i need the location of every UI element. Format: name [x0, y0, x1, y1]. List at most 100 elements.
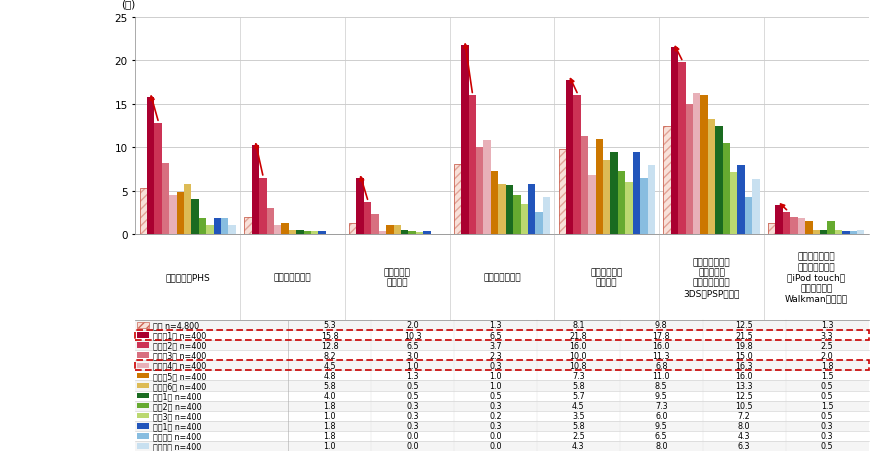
Text: 4.5: 4.5: [323, 361, 336, 370]
Bar: [835, 230, 842, 235]
Text: 8.1: 8.1: [572, 321, 585, 330]
Bar: [135, 371, 869, 381]
Text: 0.5: 0.5: [821, 381, 834, 390]
Bar: [498, 184, 505, 235]
Text: 1.3: 1.3: [821, 321, 834, 330]
Text: 4.3: 4.3: [572, 442, 585, 451]
Bar: [147, 98, 155, 235]
Text: 高校３年 n=400: 高校３年 n=400: [153, 442, 202, 451]
Text: 1.8: 1.8: [323, 432, 336, 440]
Bar: [805, 221, 813, 235]
Bar: [775, 206, 783, 235]
Bar: [137, 403, 148, 409]
Text: 11.3: 11.3: [652, 351, 670, 360]
Text: 通信機能のある
音楽プレーヤー
（iPod touch、
通信機能付き
Walkman、など）: 通信機能のある 音楽プレーヤー （iPod touch、 通信機能付き Walk…: [785, 252, 848, 303]
Text: 0.5: 0.5: [821, 411, 834, 420]
Bar: [723, 143, 730, 235]
Text: 17.8: 17.8: [652, 331, 670, 340]
Bar: [221, 219, 229, 235]
Text: 7.3: 7.3: [572, 371, 585, 380]
Text: 全体 n=4,800: 全体 n=4,800: [153, 321, 199, 330]
Bar: [566, 80, 574, 235]
Text: 1.0: 1.0: [323, 442, 336, 451]
Bar: [251, 145, 259, 235]
Bar: [229, 226, 236, 235]
Bar: [409, 232, 416, 235]
Text: 0.5: 0.5: [406, 391, 419, 400]
Text: 15.8: 15.8: [320, 331, 339, 340]
Bar: [461, 46, 469, 235]
Bar: [135, 411, 869, 421]
Bar: [768, 223, 775, 235]
Text: 1.0: 1.0: [406, 361, 419, 370]
Text: 小学栤4年 n=400: 小学栤4年 n=400: [153, 361, 206, 370]
Bar: [670, 48, 678, 235]
Text: 4.3: 4.3: [738, 432, 751, 440]
Text: 0.0: 0.0: [489, 442, 502, 451]
Text: 0.5: 0.5: [821, 442, 834, 451]
Bar: [857, 230, 864, 235]
Bar: [176, 193, 184, 235]
Bar: [140, 189, 147, 235]
Text: 小学栤5年 n=400: 小学栤5年 n=400: [153, 371, 207, 380]
Text: 21.5: 21.5: [735, 331, 753, 340]
Text: 1.5: 1.5: [821, 371, 834, 380]
Text: 2.5: 2.5: [572, 432, 585, 440]
Bar: [199, 219, 206, 235]
Bar: [135, 381, 869, 391]
Bar: [135, 391, 869, 400]
Bar: [135, 360, 869, 371]
Text: 1.3: 1.3: [406, 371, 419, 380]
Bar: [214, 219, 221, 235]
Bar: [491, 171, 498, 235]
Text: 3.0: 3.0: [406, 351, 419, 360]
Text: 6.5: 6.5: [406, 341, 419, 350]
Bar: [244, 217, 251, 235]
Text: 6.0: 6.0: [655, 411, 668, 420]
Text: 7.2: 7.2: [738, 411, 751, 420]
Bar: [162, 164, 169, 235]
Text: (％): (％): [120, 0, 135, 9]
Text: 5.8: 5.8: [323, 381, 336, 390]
Bar: [137, 383, 148, 388]
Bar: [730, 172, 738, 235]
Bar: [618, 171, 625, 235]
Text: 8.0: 8.0: [738, 421, 751, 430]
Bar: [820, 230, 828, 235]
Bar: [798, 219, 805, 235]
Bar: [559, 150, 566, 235]
Text: 4.8: 4.8: [323, 371, 336, 380]
Text: 高校1年 n=400: 高校1年 n=400: [153, 421, 202, 430]
Bar: [610, 152, 618, 235]
Bar: [768, 223, 775, 235]
Text: 1.8: 1.8: [821, 361, 834, 370]
Bar: [648, 165, 655, 235]
Text: 7.3: 7.3: [655, 401, 668, 410]
Bar: [304, 232, 311, 235]
Bar: [753, 180, 760, 235]
Bar: [625, 183, 633, 235]
Bar: [484, 141, 491, 235]
Bar: [349, 223, 356, 235]
Bar: [708, 120, 715, 235]
Bar: [505, 185, 513, 235]
Bar: [184, 184, 191, 235]
Bar: [135, 320, 869, 330]
Bar: [559, 150, 566, 235]
Text: 12.5: 12.5: [735, 391, 753, 400]
Text: 小学栤1年 n=400: 小学栤1年 n=400: [153, 331, 206, 340]
Bar: [842, 232, 849, 235]
Bar: [454, 164, 461, 235]
Text: 1.0: 1.0: [323, 411, 336, 420]
Bar: [595, 139, 603, 235]
Bar: [828, 221, 835, 235]
Bar: [135, 431, 869, 441]
Bar: [678, 63, 685, 235]
Bar: [386, 226, 394, 235]
Bar: [640, 178, 648, 235]
Text: 0.3: 0.3: [821, 432, 834, 440]
Bar: [169, 196, 176, 235]
Text: 6.8: 6.8: [655, 361, 668, 370]
Text: 11.0: 11.0: [652, 371, 670, 380]
Bar: [135, 341, 869, 350]
